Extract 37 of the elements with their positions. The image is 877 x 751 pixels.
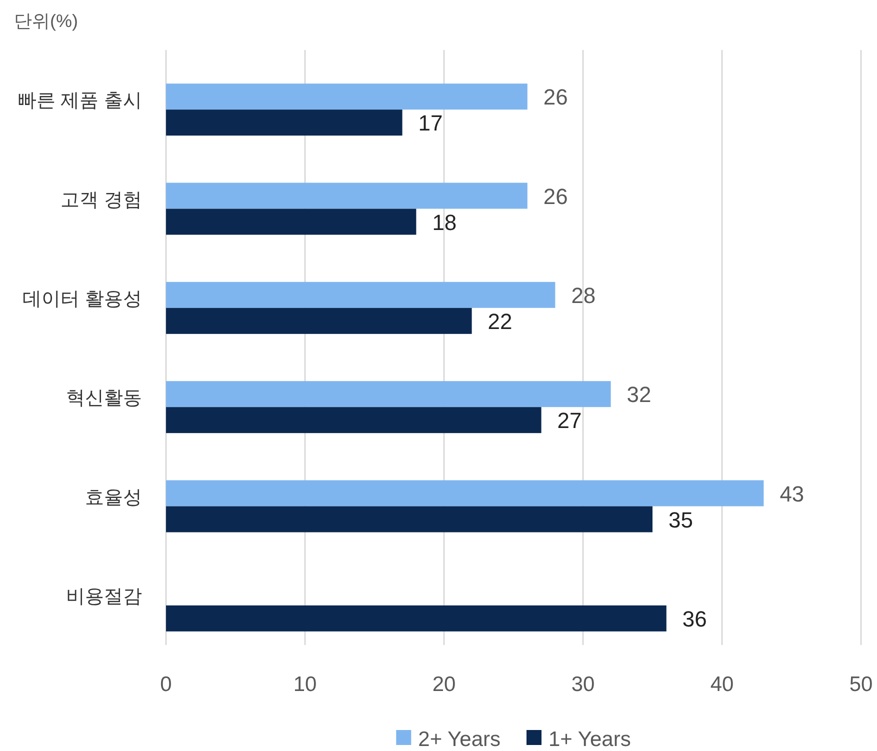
y-tick-label: 고객 경험 bbox=[60, 190, 142, 211]
data-label: 27 bbox=[557, 408, 582, 434]
bar bbox=[166, 480, 764, 506]
data-label: 26 bbox=[543, 184, 568, 209]
x-tick-label: 0 bbox=[160, 673, 172, 696]
bar bbox=[166, 208, 416, 235]
bar bbox=[166, 308, 472, 334]
x-tick-label: 40 bbox=[710, 673, 734, 696]
data-label: 36 bbox=[682, 606, 707, 632]
data-label: 32 bbox=[626, 382, 652, 408]
data-label: 17 bbox=[418, 110, 443, 136]
bar bbox=[166, 84, 528, 110]
bar bbox=[166, 182, 528, 209]
data-label: 22 bbox=[488, 308, 512, 334]
bar bbox=[166, 605, 666, 632]
bar bbox=[166, 381, 611, 408]
legend-label: 1+ Years bbox=[548, 728, 631, 751]
data-label: 18 bbox=[432, 210, 457, 235]
y-tick-label: 효율성 bbox=[85, 487, 142, 508]
x-tick-label: 20 bbox=[432, 673, 456, 696]
bar bbox=[166, 282, 556, 308]
x-tick-label: 30 bbox=[571, 673, 595, 696]
x-tick-label: 10 bbox=[293, 673, 317, 696]
bar bbox=[166, 110, 402, 136]
x-tick-label: 50 bbox=[849, 673, 873, 696]
data-label: 28 bbox=[571, 282, 596, 308]
y-tick-label: 혁신활동 bbox=[66, 388, 142, 410]
text: 단위(%) bbox=[14, 11, 78, 31]
legend-label: 2+ Years bbox=[418, 728, 500, 751]
data-label: 26 bbox=[543, 84, 568, 110]
bar bbox=[166, 407, 542, 434]
data-label: 43 bbox=[780, 481, 804, 506]
y-tick-label: 비용절감 bbox=[66, 586, 142, 608]
y-tick-label: 빠른 제품 출시 bbox=[17, 90, 142, 112]
y-tick-label: 데이터 활용성 bbox=[22, 288, 142, 310]
bar bbox=[166, 506, 652, 532]
data-label: 35 bbox=[668, 507, 693, 532]
